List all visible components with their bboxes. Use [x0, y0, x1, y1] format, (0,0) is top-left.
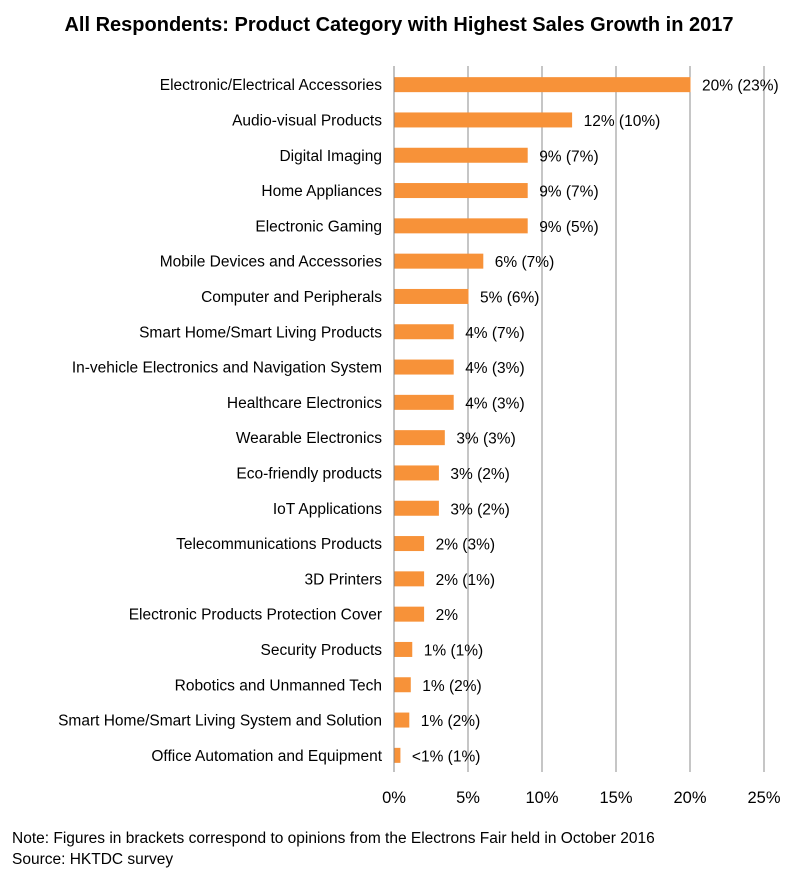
bar — [394, 500, 439, 516]
data-label: 4% (3%) — [465, 395, 524, 412]
bar — [394, 394, 454, 410]
category-label: Electronic/Electrical Accessories — [160, 77, 382, 94]
x-tick-label: 15% — [599, 789, 632, 807]
bar — [394, 571, 425, 587]
grid-lines — [393, 66, 765, 772]
bar — [394, 747, 401, 763]
category-label: Office Automation and Equipment — [151, 748, 382, 765]
category-label: IoT Applications — [273, 501, 382, 518]
category-label: Electronic Gaming — [255, 218, 382, 235]
data-label: 1% (1%) — [424, 642, 483, 659]
x-tick-label: 5% — [456, 789, 480, 807]
data-label: 4% (7%) — [465, 325, 524, 342]
x-tick-label: 10% — [525, 789, 558, 807]
category-label: Digital Imaging — [279, 148, 382, 165]
data-label: 20% (23%) — [702, 78, 779, 95]
bar — [394, 324, 454, 340]
data-label: 2% — [436, 607, 459, 624]
data-label: 6% (7%) — [495, 254, 554, 271]
category-label: Audio-visual Products — [232, 112, 382, 129]
bar — [394, 183, 528, 199]
data-label: 3% (2%) — [450, 501, 509, 518]
bar — [394, 606, 425, 622]
data-label: 12% (10%) — [584, 113, 661, 130]
bar — [394, 288, 469, 304]
data-labels: 20% (23%) 12% (10%) 9% (7%) 9% (7%) 9% (5%) 6… — [412, 78, 779, 766]
bar — [394, 712, 410, 728]
bar — [394, 218, 528, 234]
data-label: <1% (1%) — [412, 748, 481, 765]
category-label: Electronic Products Protection Cover — [129, 607, 382, 624]
category-label: Smart Home/Smart Living Products — [139, 324, 382, 341]
category-label: Telecommunications Products — [176, 536, 382, 553]
category-label: Smart Home/Smart Living System and Solut… — [58, 713, 382, 730]
data-label: 9% (7%) — [539, 148, 598, 165]
bar — [394, 641, 413, 657]
bar — [394, 359, 454, 375]
category-label: Security Products — [261, 642, 383, 659]
category-label: In-vehicle Electronics and Navigation Sy… — [72, 360, 382, 377]
category-label: Robotics and Unmanned Tech — [175, 677, 382, 694]
category-label: Wearable Electronics — [236, 430, 382, 447]
data-label: 1% (2%) — [421, 713, 480, 730]
bar — [394, 77, 691, 93]
bar — [394, 112, 573, 128]
bar-chart: Electronic/Electrical Accessories Audio-v… — [58, 66, 781, 807]
category-label: Mobile Devices and Accessories — [160, 254, 383, 271]
category-labels: Electronic/Electrical Accessories Audio-v… — [58, 77, 383, 765]
data-label: 5% (6%) — [480, 289, 539, 306]
bar — [394, 147, 528, 163]
x-tick-label: 25% — [747, 789, 780, 807]
category-label: Home Appliances — [261, 183, 382, 200]
data-label: 9% (7%) — [539, 184, 598, 201]
category-label: Healthcare Electronics — [227, 395, 382, 412]
bar — [394, 253, 484, 269]
x-tick-label: 0% — [382, 789, 406, 807]
bar — [394, 430, 445, 446]
x-axis-ticks: 0% 5% 10% 15% 20% 25% — [382, 789, 781, 807]
data-label: 2% (3%) — [436, 537, 495, 554]
x-tick-label: 20% — [673, 789, 706, 807]
data-label: 2% (1%) — [436, 572, 495, 589]
source-note: Source: HKTDC survey — [12, 851, 174, 868]
category-label: Computer and Peripherals — [201, 289, 382, 306]
bar — [394, 536, 425, 552]
bar — [394, 677, 411, 693]
chart-title: All Respondents: Product Category with H… — [64, 14, 734, 36]
data-label: 9% (5%) — [539, 219, 598, 236]
data-label: 3% (3%) — [456, 431, 515, 448]
category-label: 3D Printers — [304, 571, 382, 588]
footnote: Note: Figures in brackets correspond to … — [12, 830, 655, 847]
bars — [394, 77, 691, 763]
data-label: 1% (2%) — [422, 678, 481, 695]
category-label: Eco-friendly products — [236, 465, 382, 482]
data-label: 4% (3%) — [465, 360, 524, 377]
bar — [394, 465, 439, 481]
data-label: 3% (2%) — [450, 466, 509, 483]
